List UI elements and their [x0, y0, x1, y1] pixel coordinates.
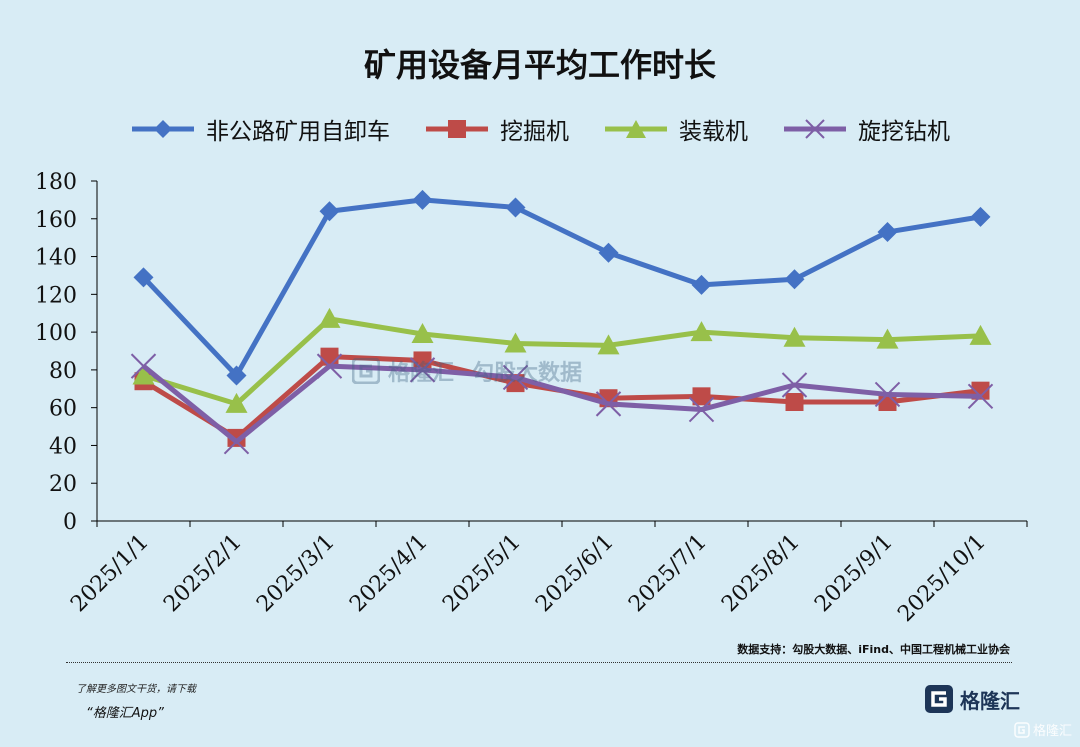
x-tick-label: 2025/7/1	[624, 530, 712, 618]
series-2	[132, 307, 992, 413]
y-tick-label: 180	[35, 170, 77, 195]
data-point[interactable]	[688, 396, 715, 423]
x-tick-label: 2025/9/1	[810, 530, 898, 618]
y-tick-label: 0	[63, 510, 77, 535]
series-line	[141, 197, 981, 379]
corner-watermark-text: 格隆汇	[1032, 724, 1072, 739]
y-tick-label: 80	[49, 359, 77, 384]
legend-marker-square	[426, 120, 488, 138]
legend-label: 非公路矿用自卸车	[206, 119, 390, 145]
x-tick-label: 2025/4/1	[345, 530, 433, 618]
data-point[interactable]	[319, 201, 340, 222]
y-tick-label: 40	[49, 434, 77, 459]
data-point[interactable]	[784, 269, 805, 290]
data-point[interactable]	[783, 326, 806, 347]
legend-item-dump-truck[interactable]: 非公路矿用自卸车	[130, 112, 390, 146]
data-point[interactable]	[132, 364, 155, 385]
data-point[interactable]	[967, 383, 994, 410]
data-point[interactable]	[597, 334, 620, 355]
brand-logo: 格隆汇	[924, 684, 1020, 714]
legend-marker-x	[784, 119, 846, 139]
x-tick-label: 2025/1/1	[66, 530, 154, 618]
data-point[interactable]	[970, 206, 991, 227]
series-1	[134, 347, 990, 447]
series-layer	[130, 189, 994, 455]
data-point[interactable]	[318, 307, 341, 328]
x-tick-label: 2025/5/1	[438, 530, 526, 618]
series-0	[133, 189, 991, 386]
data-point[interactable]	[226, 365, 247, 386]
legend-item-loader[interactable]: 装载机	[603, 112, 748, 146]
data-point[interactable]	[876, 328, 899, 349]
x-tick-label: 2025/3/1	[252, 530, 340, 618]
data-point[interactable]	[130, 353, 157, 379]
legend-item-excavator[interactable]: 挖掘机	[424, 112, 569, 146]
data-point[interactable]	[690, 321, 713, 342]
x-tick-label: 2025/2/1	[159, 530, 247, 618]
data-point[interactable]	[874, 381, 901, 408]
data-point[interactable]	[316, 353, 343, 379]
y-tick-label: 140	[35, 246, 77, 271]
y-tick-label: 120	[35, 283, 77, 308]
data-point[interactable]	[502, 364, 529, 391]
data-point[interactable]	[412, 189, 433, 210]
x-tick-label: 2025/8/1	[717, 530, 805, 618]
data-source-note: 数据支持：勾股大数据、iFind、中国工程机械工业协会	[737, 643, 1010, 656]
legend: 非公路矿用自卸车 挖掘机 装载机 旋挖钻机	[0, 112, 1080, 146]
corner-watermark: 格隆汇	[1014, 720, 1072, 739]
data-point[interactable]	[598, 242, 619, 263]
legend-label: 旋挖钻机	[858, 119, 950, 145]
legend-item-rotary-drill[interactable]: 旋挖钻机	[782, 112, 950, 146]
legend-label: 挖掘机	[500, 119, 569, 145]
data-point[interactable]	[413, 351, 432, 370]
chart-title: 矿用设备月平均工作时长	[363, 46, 716, 84]
data-point[interactable]	[227, 428, 246, 447]
data-point[interactable]	[320, 347, 339, 366]
data-point[interactable]	[133, 267, 154, 288]
data-point[interactable]	[785, 393, 804, 411]
data-point[interactable]	[223, 428, 250, 455]
series-line	[141, 363, 981, 445]
x-tick-label: 2025/10/1	[893, 530, 990, 627]
data-point[interactable]	[409, 357, 436, 383]
y-tick-label: 100	[35, 321, 77, 346]
series-3	[130, 353, 994, 455]
y-tick-label: 20	[49, 472, 77, 497]
y-tick-label: 60	[49, 397, 77, 422]
data-point[interactable]	[505, 197, 526, 218]
promo-app-name: “格隆汇App”	[86, 706, 164, 721]
data-point[interactable]	[877, 222, 898, 242]
data-point[interactable]	[691, 274, 712, 295]
x-tick-label: 2025/6/1	[531, 530, 619, 618]
series-line	[142, 316, 981, 407]
brand-logo-text: 格隆汇	[960, 688, 1020, 713]
legend-marker-triangle	[605, 120, 667, 138]
data-point[interactable]	[969, 324, 992, 345]
promo-text: 了解更多图文干货，请下载	[76, 684, 196, 695]
series-line	[142, 354, 981, 441]
data-point[interactable]	[781, 372, 808, 398]
legend-label: 装载机	[679, 119, 748, 145]
y-tick-label: 160	[35, 208, 77, 233]
data-point[interactable]	[595, 391, 622, 417]
data-point[interactable]	[225, 392, 248, 413]
legend-marker-diamond	[132, 120, 194, 138]
data-point[interactable]	[411, 323, 434, 343]
brand-logo-icon	[925, 685, 953, 713]
data-point[interactable]	[692, 387, 711, 406]
data-point[interactable]	[878, 393, 897, 411]
corner-logo-icon	[1014, 721, 1030, 738]
data-point[interactable]	[504, 332, 527, 353]
divider	[66, 662, 1012, 663]
